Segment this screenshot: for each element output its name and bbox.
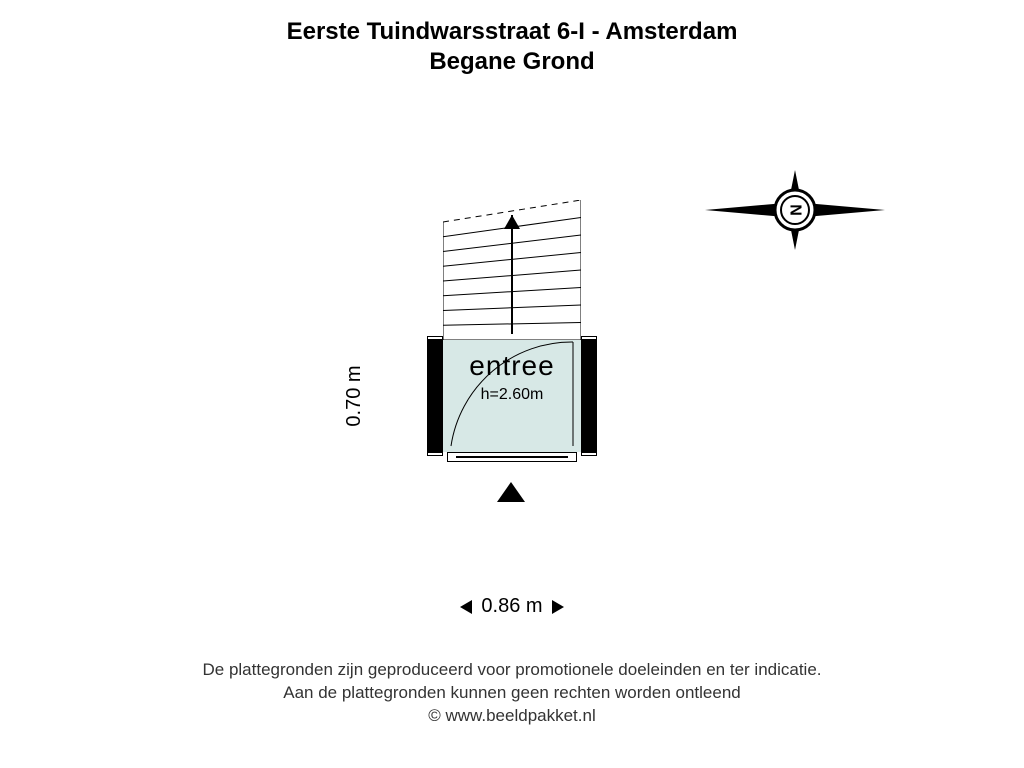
footer-line2: Aan de plattegronden kunnen geen rechten…	[0, 682, 1024, 705]
wall-left	[427, 340, 443, 452]
title-line2: Begane Grond	[0, 48, 1024, 76]
entree-room: entree h=2.60m	[443, 340, 581, 452]
wall-cap	[581, 452, 597, 456]
page-title: Eerste Tuindwarsstraat 6-I - Amsterdam B…	[0, 18, 1024, 76]
wall-cap	[427, 336, 443, 340]
title-line1: Eerste Tuindwarsstraat 6-I - Amsterdam	[0, 18, 1024, 46]
entree-plan: entree h=2.60m	[427, 340, 597, 452]
wall-cap	[427, 452, 443, 456]
stairs	[443, 200, 581, 340]
triangle-right-icon	[552, 600, 564, 614]
floorplan-page: Eerste Tuindwarsstraat 6-I - Amsterdam B…	[0, 0, 1024, 768]
dimension-horizontal-label: 0.86 m	[481, 595, 542, 617]
footer-line1: De plattegronden zijn geproduceerd voor …	[0, 659, 1024, 682]
triangle-left-icon	[460, 600, 472, 614]
threshold	[447, 452, 577, 462]
room-height-label: h=2.60m	[443, 386, 581, 404]
wall-cap	[581, 336, 597, 340]
dimension-horizontal: 0.86 m	[427, 595, 597, 618]
dimension-vertical: 0.70 m	[330, 340, 360, 452]
dimension-vertical-label: 0.70 m	[343, 365, 366, 426]
entry-arrow-icon	[497, 482, 525, 502]
svg-text:N: N	[787, 204, 804, 216]
wall-right	[581, 340, 597, 452]
footer-line3: © www.beeldpakket.nl	[0, 705, 1024, 728]
room-label: entree	[443, 350, 581, 382]
compass-icon: N	[700, 155, 890, 265]
footer: De plattegronden zijn geproduceerd voor …	[0, 659, 1024, 728]
